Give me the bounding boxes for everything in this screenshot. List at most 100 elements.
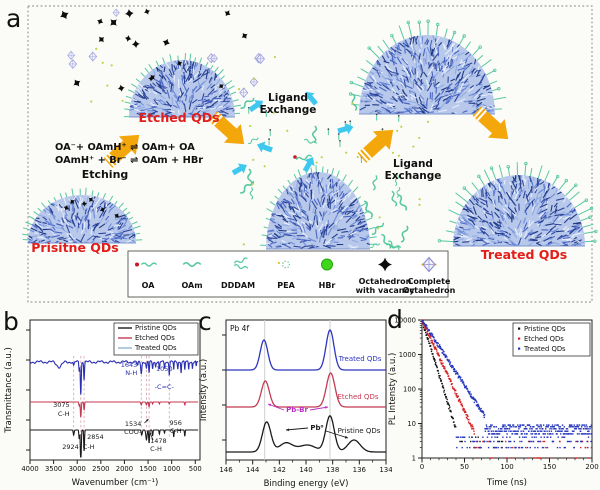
ftir-legend-label: Treated QDs — [134, 344, 177, 352]
xps-pbbr-annotation: Pb-Br — [286, 406, 308, 414]
legend-label-complete-octahedron: Octahedron — [403, 286, 456, 295]
pl-x-tick: 0 — [420, 463, 424, 471]
pl-x-tick: 100 — [500, 463, 513, 471]
ftir-curve-treated-qds — [29, 360, 199, 395]
xps-curve-pristine-qds — [226, 415, 386, 453]
etching-label: Etching — [82, 168, 129, 181]
ftir-annotation: C-H — [58, 410, 70, 418]
legend-label-hbr: HBr — [319, 281, 336, 290]
debris-cluster — [60, 8, 277, 103]
pl-y-tick: 10000 — [394, 316, 416, 324]
xps-x-tick: 138 — [326, 466, 339, 474]
ftir-curve-pristine-qds — [30, 429, 199, 458]
ligand-exchange-label-1: Exchange — [260, 104, 317, 116]
capped-qd-dome — [348, 19, 507, 115]
ftir-x-tick: 3000 — [69, 465, 86, 473]
pristine-qds-label: Prisitne QDs — [31, 240, 118, 255]
legend-label-complete-octahedron: Complete — [408, 277, 451, 286]
exchange-arrow — [337, 123, 354, 135]
pristine-qd-dome — [22, 187, 143, 244]
pl-x-axis-title: Time (ns) — [486, 478, 527, 488]
ftir-x-tick: 2000 — [116, 465, 133, 473]
ftir-legend-label: Etched QDs — [135, 334, 175, 342]
pl-x-tick: 200 — [585, 463, 598, 471]
panel-a-schematic: OA⁻+ OAmH⁺ ⇌ OAm+ OA OAmH⁺ + Br⁻ ⇌ OAm + … — [22, 5, 598, 303]
process-arrow — [103, 134, 140, 168]
exchange-arrow — [231, 163, 247, 176]
xps-x-tick: 144 — [246, 466, 260, 474]
ftir-annotation: 1534 — [125, 420, 142, 428]
pl-y-tick: 10 — [407, 420, 416, 428]
panel-a-dashed-border — [27, 5, 593, 303]
ftir-annotation: C-H — [150, 445, 162, 453]
pl-y-axis-title: PL Intensty (a.u.) — [388, 353, 398, 426]
ftir-x-tick: 1500 — [139, 465, 156, 473]
etched-qd-dome — [124, 52, 242, 118]
treated-qds-label: Treated QDs — [481, 247, 567, 262]
xps-curve-treated-qds — [226, 329, 386, 371]
xps-x-tick: 134 — [379, 466, 392, 474]
process-arrow — [472, 106, 509, 140]
exchange-arrow — [305, 91, 318, 106]
xps-x-tick: 142 — [273, 466, 286, 474]
ftir-x-tick: 1000 — [163, 465, 180, 473]
legend-label-pea: PEA — [277, 281, 295, 290]
ligand-exchange-label-1: Ligand — [268, 92, 308, 104]
pl-legend: Pristine QDs Etched QDs Treated QDs — [512, 322, 591, 357]
ftir-x-tick: 2500 — [92, 465, 109, 473]
legend-item-oa: OA — [135, 262, 158, 290]
legend-item-pea: PEA — [277, 260, 296, 290]
ftir-annotation: 1643 — [121, 361, 138, 369]
pl-series-pristine-qds — [421, 319, 504, 449]
treated-qd-dome — [437, 161, 598, 247]
legend-label-oa: OA — [142, 281, 156, 290]
exchange-arrow — [256, 141, 273, 153]
xps-region-label: Pb 4f — [230, 324, 249, 333]
pl-y-tick: 1000 — [399, 351, 416, 359]
panel-b-label: b — [3, 307, 19, 336]
legend-label-oam: OAm — [181, 281, 202, 290]
xps-curve-etched-qds — [226, 372, 386, 408]
ftir-legend: Pristine QDs Etched QDs Treated QDs — [113, 322, 199, 356]
ftir-annotation: 1478 — [150, 437, 167, 445]
legend-item-dddam: DDDAM — [221, 257, 255, 290]
etching-equation-2: OAmH⁺ + Br⁻ ⇌ OAm + HBr — [55, 155, 203, 166]
xps-x-tick: 146 — [219, 466, 233, 474]
ftir-annotation: 2854 — [87, 433, 104, 441]
xps-chart: 146 144 142 140 138 136 134 Pb 4f Treated QDs Etc… — [199, 319, 392, 489]
pl-series-treated-qds — [421, 320, 593, 449]
etched-qds-label: Etched QDs — [138, 110, 219, 125]
pl-x-tick: 50 — [460, 463, 469, 471]
ftir-annotation: N-H — [125, 369, 137, 377]
xps-pb0-annotation: Pb⁰ — [310, 424, 323, 432]
xps-series-label: Treated QDs — [338, 355, 382, 363]
ftir-annotation: C-H — [170, 427, 182, 435]
xps-x-tick: 140 — [299, 466, 312, 474]
ftir-annotation: COO- — [124, 428, 142, 436]
ftir-x-tick: 4000 — [21, 465, 38, 473]
ftir-x-axis-title: Wavenumber (cm⁻¹) — [72, 478, 159, 488]
xps-series-label: Etched QDs — [338, 393, 379, 401]
exchange-arrow — [248, 100, 264, 113]
ftir-x-tick: 3500 — [45, 465, 62, 473]
pl-y-tick: 100 — [403, 385, 416, 393]
panel-c-label: c — [198, 307, 212, 336]
legend-item-hbr: HBr — [319, 258, 336, 290]
ftir-annotation: 956 — [170, 419, 182, 427]
process-arrow — [357, 129, 394, 163]
pl-x-tick: 150 — [543, 463, 556, 471]
etching-equation-1: OA⁻+ OAmH⁺ ⇌ OAm+ OA — [55, 142, 195, 153]
ftir-x-tick: 500 — [189, 465, 202, 473]
ftir-curve-etched-qds — [30, 401, 199, 418]
ftir-legend-label: Pristine QDs — [135, 324, 177, 332]
process-arrow — [208, 111, 245, 145]
ligand-exchange-label-2: Exchange — [385, 170, 442, 182]
xps-series-label: Pristine QDs — [338, 427, 381, 435]
pl-legend-label: Treated QDs — [523, 345, 566, 353]
ftir-chart: 4000 3500 3000 2500 2000 1500 1000 500 Pristine … — [4, 319, 202, 488]
ftir-y-axis-title: Transmittance (a.u.) — [4, 347, 14, 434]
exchanged-qd-dome — [260, 165, 378, 250]
panel-a-label: a — [6, 4, 22, 33]
